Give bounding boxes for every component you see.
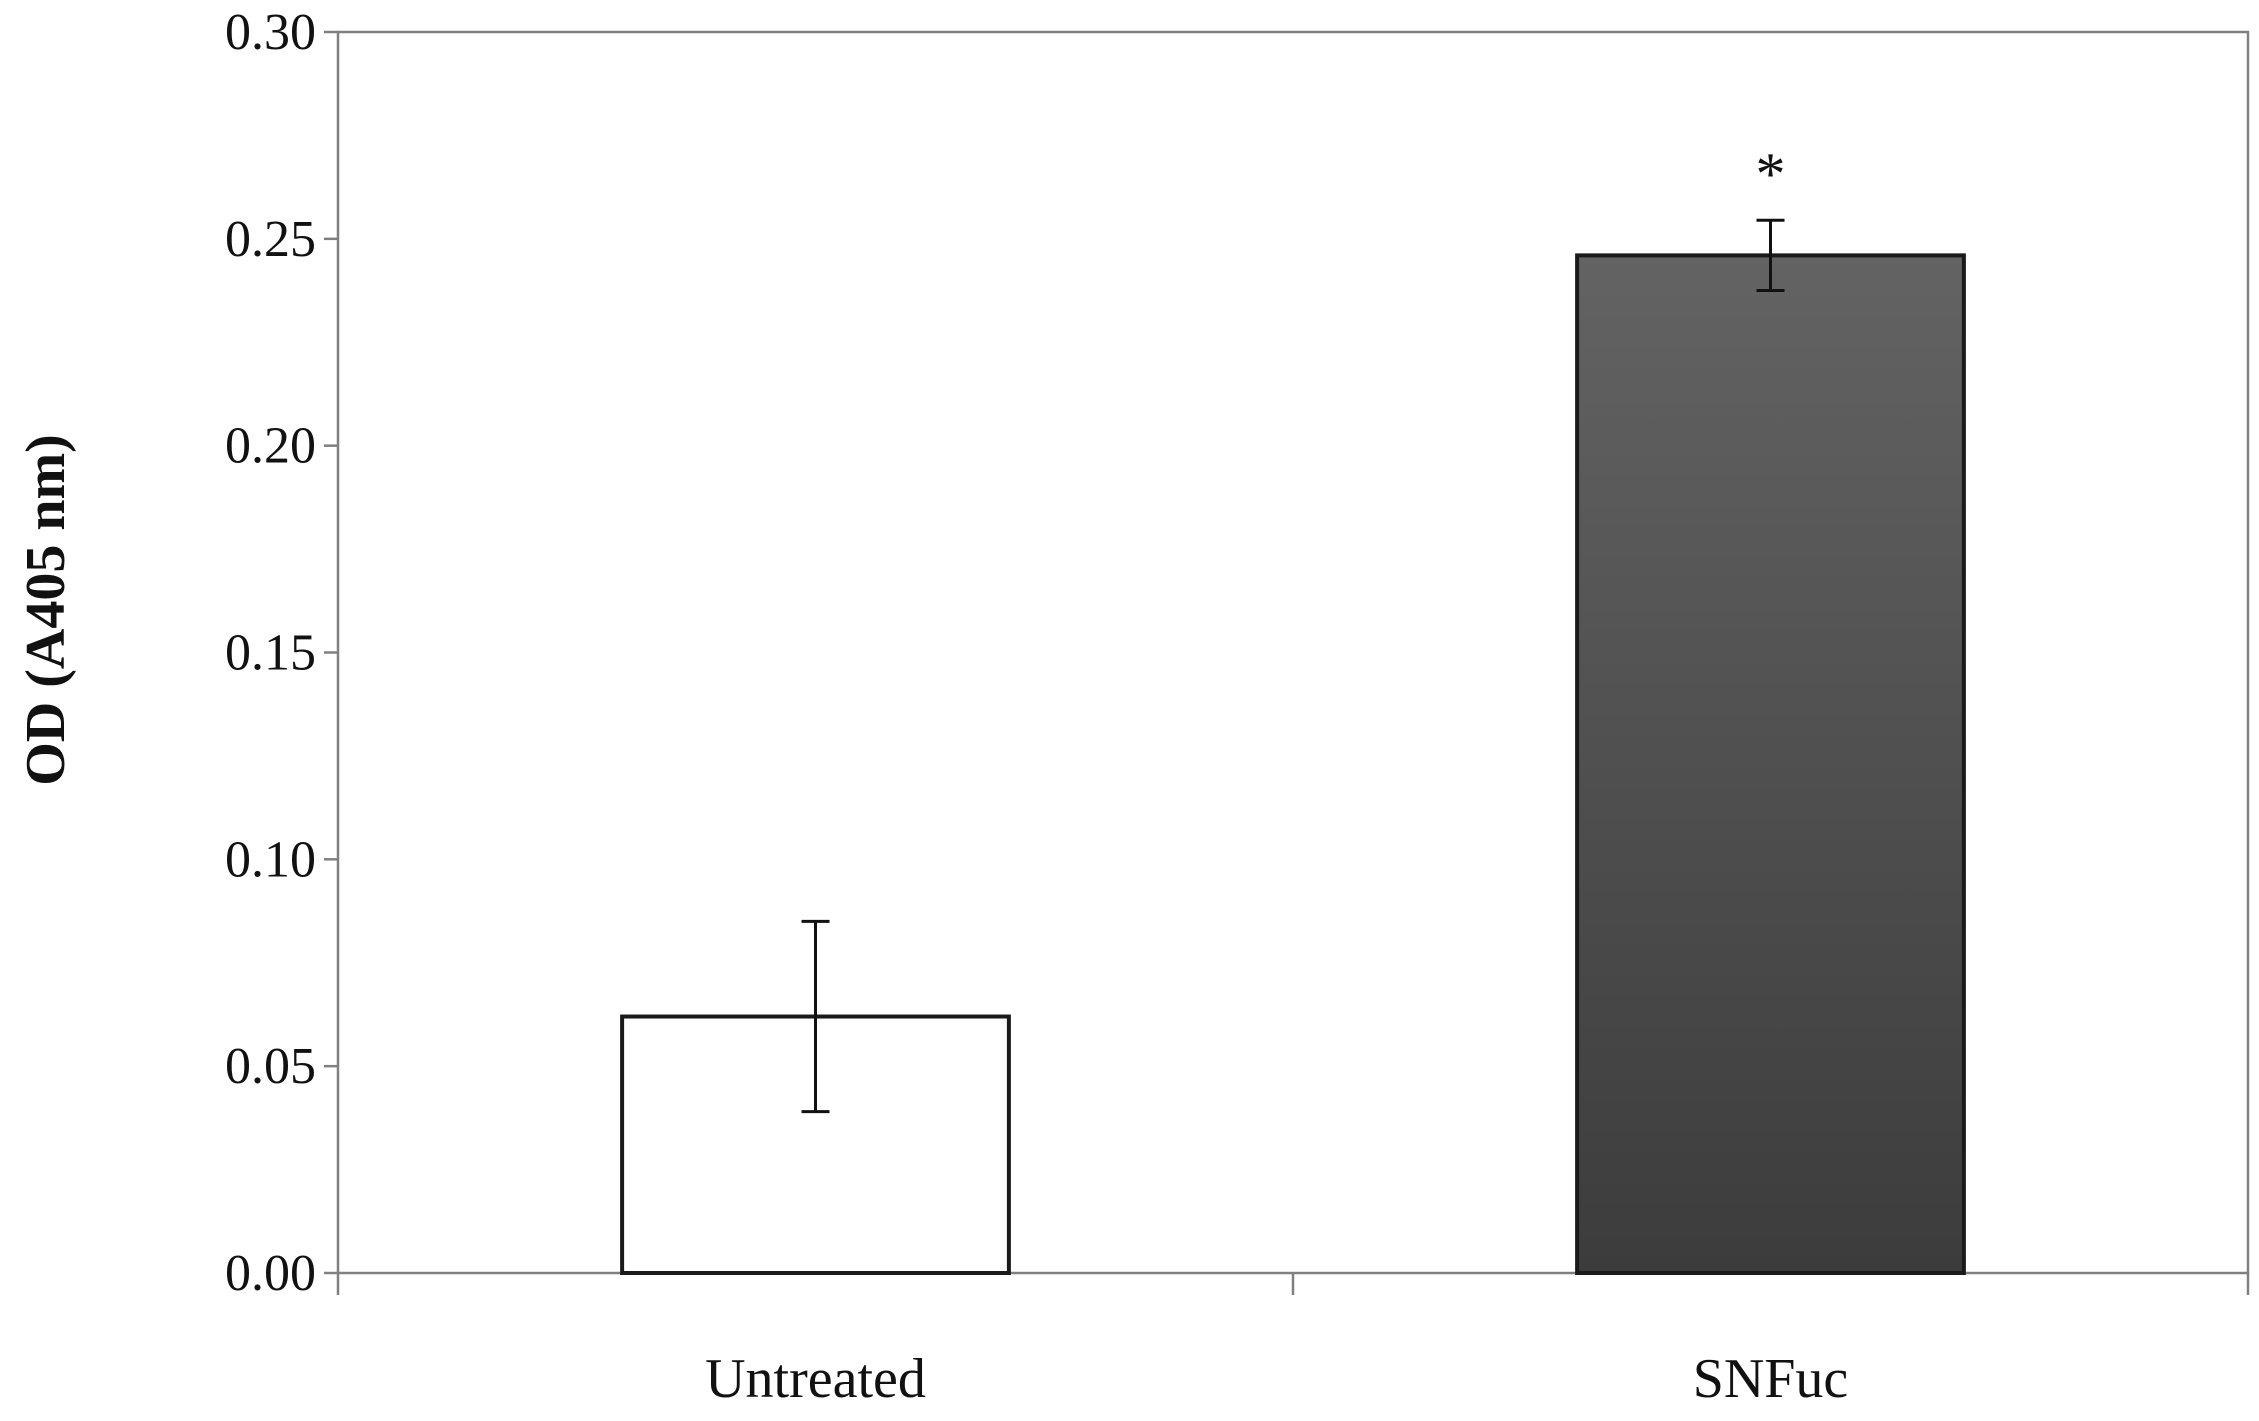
x-axis bbox=[336, 1273, 2250, 1295]
y-tick-label: 0.05 bbox=[225, 1038, 316, 1095]
y-tick-label: 0.20 bbox=[225, 418, 316, 475]
bar-snfuc bbox=[1575, 253, 1966, 1275]
y-tick-label: 0.00 bbox=[225, 1245, 316, 1302]
y-tick-label: 0.30 bbox=[225, 4, 316, 61]
y-tick-label: 0.25 bbox=[225, 211, 316, 268]
significance-asterisk: * bbox=[1756, 141, 1786, 207]
y-tick-label: 0.15 bbox=[225, 625, 316, 682]
error-bars: * bbox=[801, 141, 1786, 1114]
y-tick-label: 0.10 bbox=[225, 831, 316, 888]
bar-series bbox=[620, 253, 1966, 1275]
y-axis-title: OD (A405 nm) bbox=[15, 434, 77, 786]
x-category-label: Untreated bbox=[705, 1348, 926, 1410]
category-labels: Untreated SNFuc bbox=[705, 1348, 1848, 1410]
x-category-label: SNFuc bbox=[1693, 1348, 1849, 1410]
y-axis: 0.00 0.05 0.10 0.15 0.20 0.25 0.30 bbox=[225, 4, 338, 1302]
